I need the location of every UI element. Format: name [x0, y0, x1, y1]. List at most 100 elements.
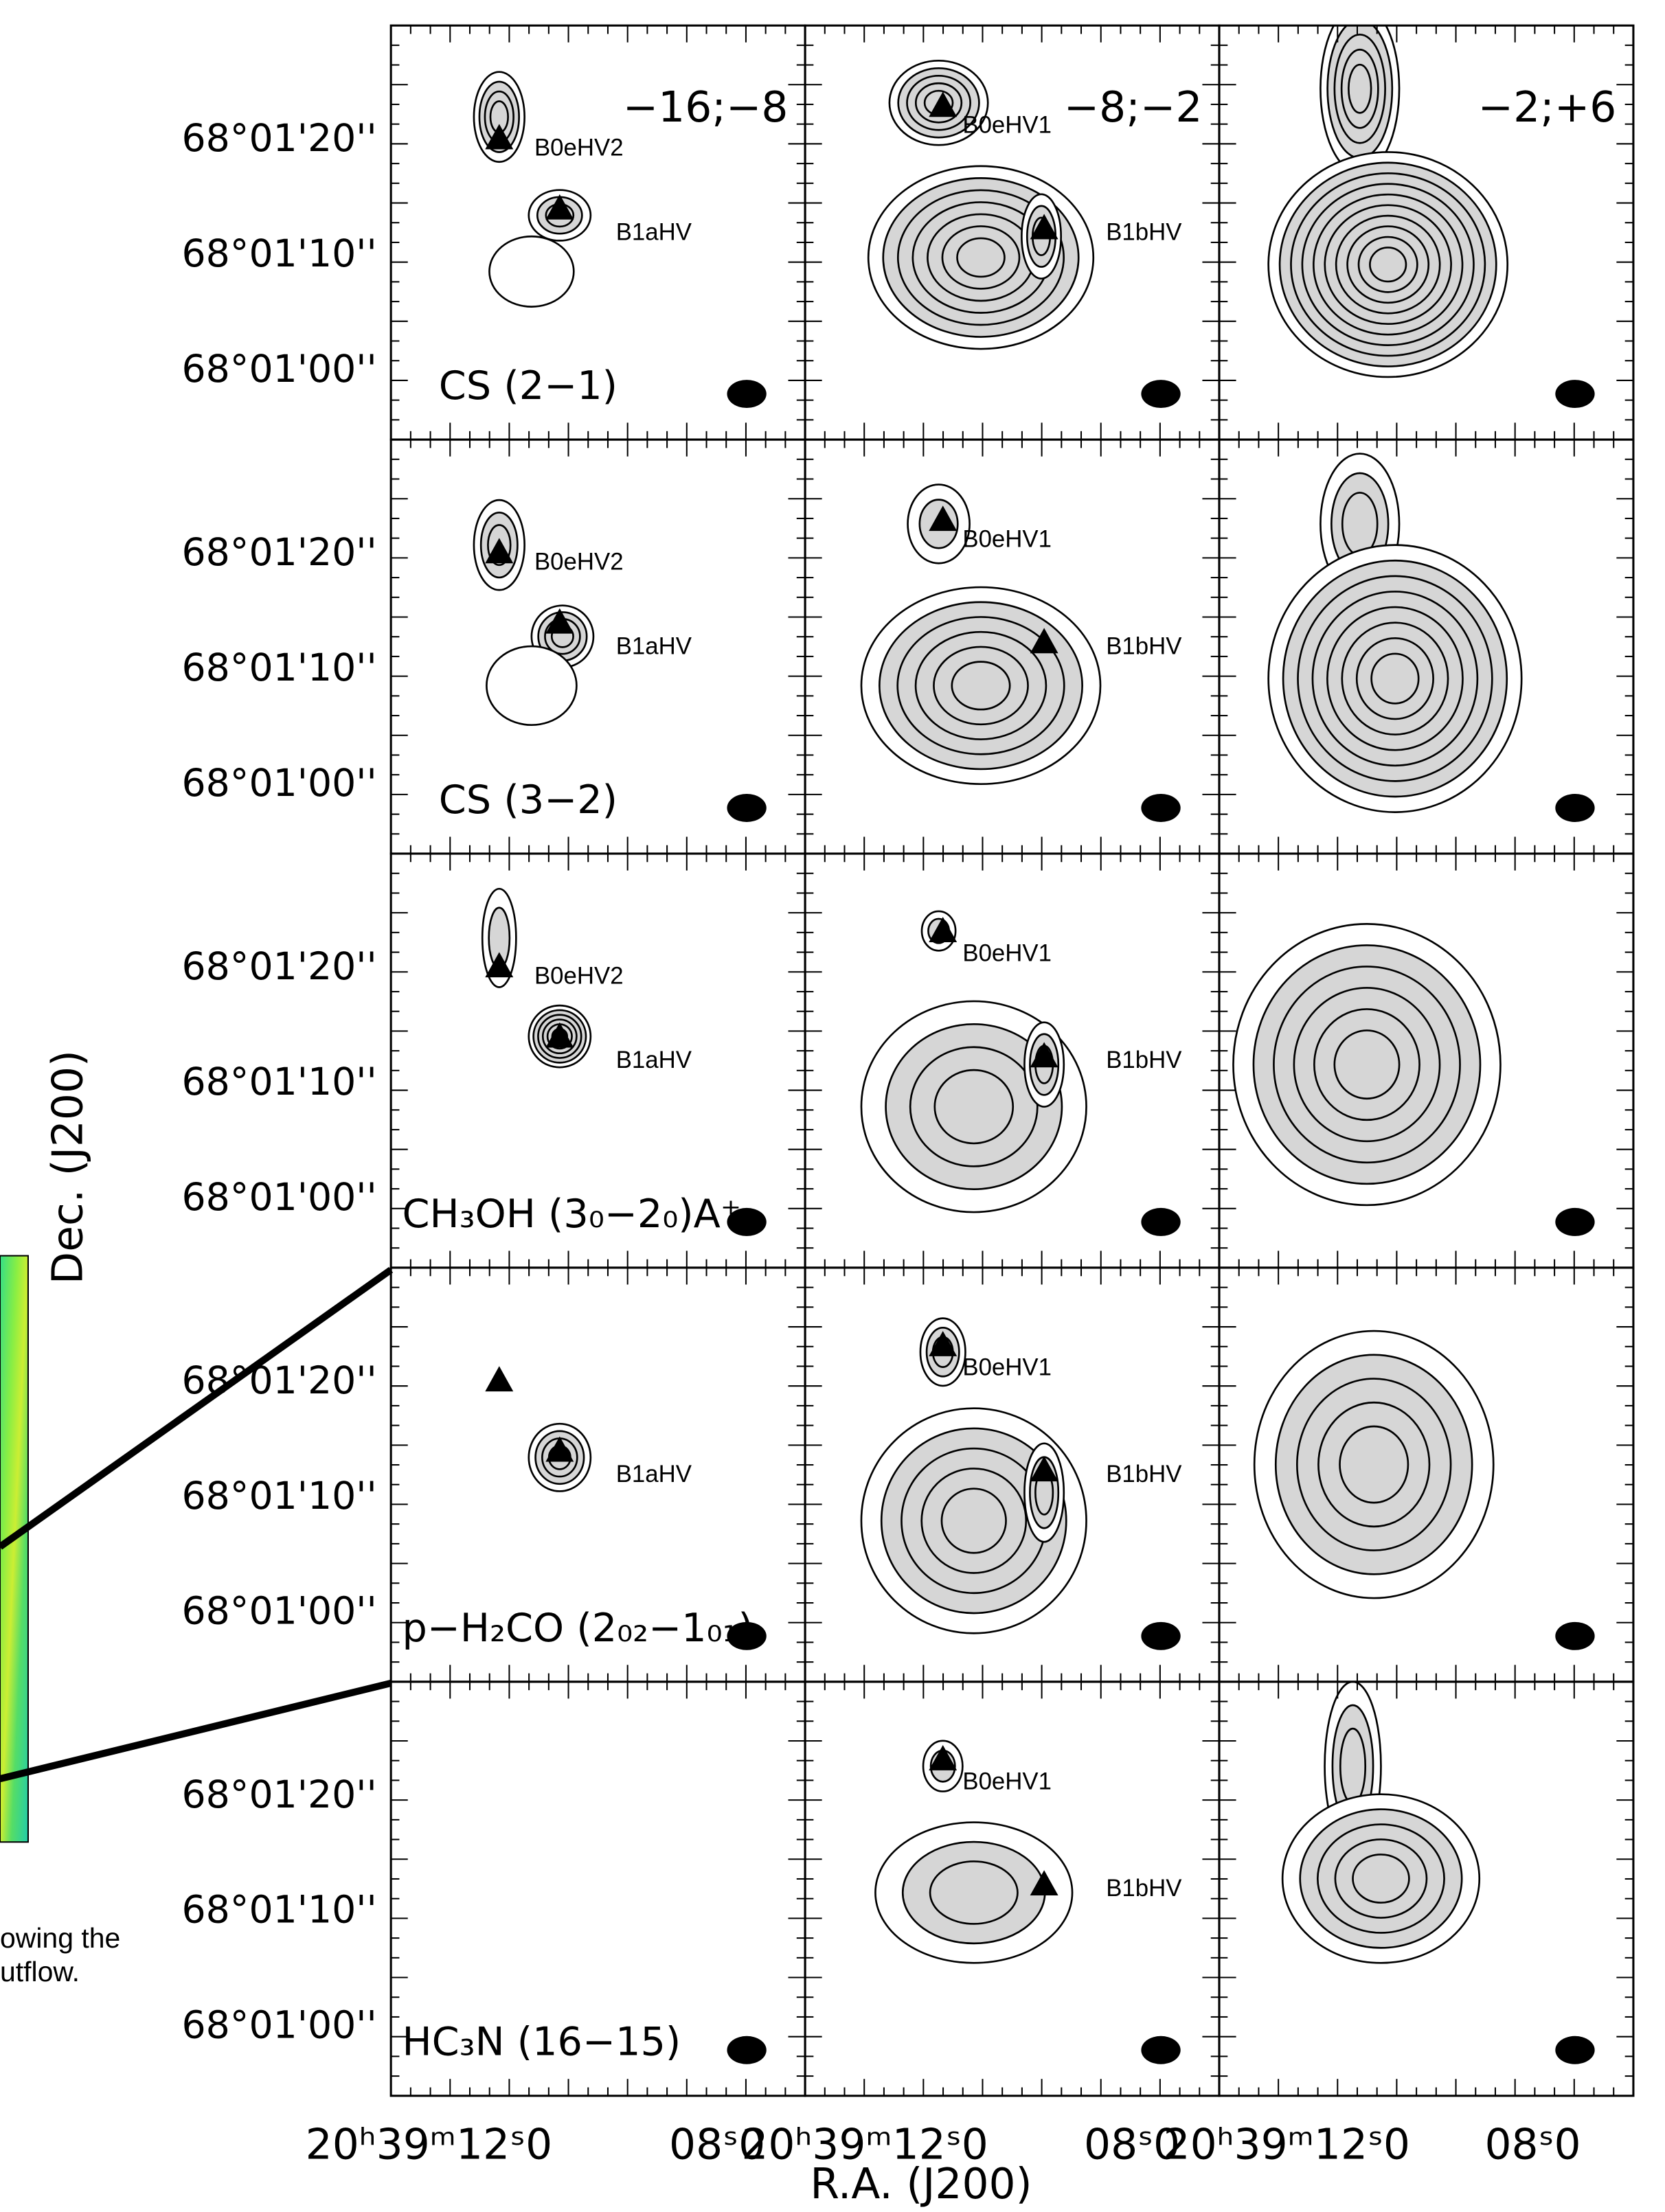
contour: [940, 1487, 1007, 1554]
panel: B0eHV1 B1bHV −8;−2: [804, 24, 1221, 441]
contours: [1232, 923, 1502, 1207]
panel: B0eHV2 B1aHV −16;−8: [389, 24, 806, 441]
panel: B1aHV: [389, 1266, 806, 1683]
dec-tick-label: 68°01'10'': [181, 1474, 376, 1518]
contour: [929, 1860, 1019, 1925]
contour: [933, 1069, 1015, 1145]
source-label: B0eHV1: [962, 112, 1052, 139]
dec-tick-label: 68°01'00'': [181, 762, 376, 806]
source-label: B0eHV2: [534, 548, 624, 575]
source-label: B0eHV1: [962, 940, 1052, 967]
source-label: B1bHV: [1106, 1047, 1182, 1073]
contour: [1348, 63, 1372, 114]
beam: [1555, 2036, 1595, 2064]
x-tick-label: 20ʰ39ᵐ12ˢ0: [306, 2121, 552, 2169]
x-tick-label: 08ˢ0: [669, 2121, 765, 2169]
contour: [956, 237, 1006, 278]
panel: −2;+6: [1218, 24, 1635, 441]
contour: [486, 645, 578, 727]
source-label: B1bHV: [1106, 632, 1182, 659]
source-marker: [485, 124, 514, 150]
beam: [727, 380, 767, 409]
source-marker: [929, 1744, 958, 1770]
source-marker: [929, 505, 958, 532]
contours: [1253, 1330, 1495, 1599]
x-tick-label: 08ˢ0: [1484, 2121, 1581, 2169]
panel: B0eHV1 B1bHV: [804, 852, 1221, 1269]
source-label: B0eHV2: [534, 135, 624, 161]
source-marker: [485, 952, 514, 978]
dec-tick-label: 68°01'20'': [181, 1359, 376, 1403]
source-marker: [929, 91, 958, 117]
dec-tick-label: 68°01'10'': [181, 646, 376, 690]
contours: [473, 499, 595, 727]
contour: [488, 235, 575, 308]
x-axis-label: R.A. (J200): [810, 2160, 1032, 2209]
side-text: owing the: [0, 1922, 120, 1954]
source-marker: [485, 1366, 514, 1392]
source-marker: [545, 1436, 574, 1462]
source-label: B1bHV: [1106, 218, 1182, 245]
dec-tick-label: 68°01'20'': [181, 117, 376, 161]
panel: [1218, 1266, 1635, 1683]
beam: [1555, 1207, 1595, 1236]
contours: [1267, 453, 1523, 813]
contour: [951, 661, 1011, 711]
dec-tick-label: 68°01'20'': [181, 1773, 376, 1817]
dec-tick-label: 68°01'00'': [181, 1176, 376, 1220]
molecule-label: CH₃OH (3₀−2₀)A⁺: [403, 1191, 742, 1237]
beam: [727, 1621, 767, 1650]
panel: B0eHV1 B1bHV: [804, 438, 1221, 855]
molecule-label: HC₃N (16−15): [403, 2019, 681, 2065]
panel-grid: 68°01'20'' 68°01'10'' 68°01'00'' B0eHV2 B1aH…: [181, 24, 1635, 2097]
dec-tick-label: 68°01'10'': [181, 232, 376, 276]
source-label: B1aHV: [616, 218, 692, 245]
source-label: B0eHV2: [534, 962, 624, 989]
contours: [1281, 1681, 1481, 1964]
dec-tick-label: 68°01'00'': [181, 1590, 376, 1634]
contour: [1339, 1425, 1409, 1504]
velocity-label: −2;+6: [1478, 83, 1617, 132]
beam: [727, 794, 767, 822]
x-tick-label: 20ʰ39ᵐ12ˢ0: [1164, 2121, 1410, 2169]
contour: [1339, 1727, 1367, 1805]
dec-tick-label: 68°01'10'': [181, 1889, 376, 1932]
molecule-label: CS (3−2): [439, 777, 618, 823]
source-marker: [929, 1331, 958, 1356]
beam: [1141, 1207, 1181, 1236]
panel: B0eHV1 B1bHV: [804, 1680, 1221, 2097]
source-label: B1aHV: [616, 632, 692, 659]
source-label: B0eHV1: [962, 1354, 1052, 1381]
contours: [867, 60, 1095, 350]
beam: [1555, 380, 1595, 409]
panel: [1218, 438, 1635, 855]
source-label: B1aHV: [616, 1047, 692, 1073]
dec-tick-label: 68°01'10'': [181, 1060, 376, 1104]
beam: [1141, 1621, 1181, 1650]
source-marker: [1030, 214, 1058, 240]
contours: [860, 1317, 1087, 1634]
y-axis-label: Dec. (J200): [43, 1050, 92, 1284]
contour: [1341, 492, 1379, 556]
source-marker: [485, 538, 514, 564]
beam: [1555, 1621, 1595, 1650]
dec-tick-label: 68°01'00'': [181, 2004, 376, 2048]
source-label: B1bHV: [1106, 1875, 1182, 1902]
dec-tick-label: 68°01'20'': [181, 945, 376, 989]
colorbar-strip: [0, 1255, 29, 1843]
beam: [727, 1207, 767, 1236]
molecule-label: p−H₂CO (2₀₂−1₀₁): [403, 1605, 754, 1651]
x-tick-label: 20ʰ39ᵐ12ˢ0: [741, 2121, 988, 2169]
x-tick-label: 08ˢ0: [1084, 2121, 1180, 2169]
zoom-line: [0, 1679, 392, 1783]
source-marker: [1030, 1042, 1058, 1068]
panel: B0eHV2 B1aHV: [389, 852, 806, 1269]
velocity-label: −8;−2: [1064, 83, 1203, 132]
beam: [1141, 794, 1181, 822]
beam: [1555, 794, 1595, 822]
contour: [1333, 1029, 1401, 1100]
source-marker: [545, 608, 574, 634]
source-marker: [545, 194, 574, 220]
velocity-label: −16;−8: [623, 83, 789, 132]
